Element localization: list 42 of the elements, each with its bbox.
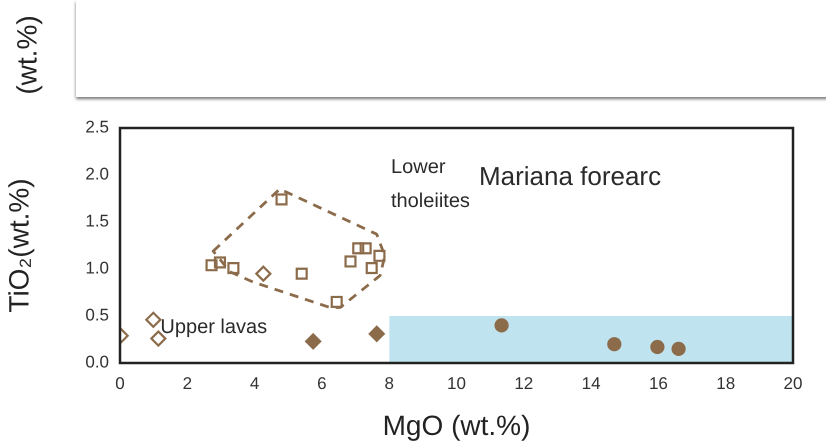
x-tick-label: 8 [384,374,394,393]
x-tick-label: 10 [447,374,466,393]
annotation: Lower tholeiites [391,156,470,212]
y-tick-label: 2.5 [85,118,109,137]
point [275,193,288,206]
point [494,318,509,332]
x-tick-label: 14 [582,374,601,393]
point [145,312,162,328]
point [360,242,372,254]
point [650,340,664,354]
y-axis-title: TiO₂(wt.%) [4,178,35,313]
x-axis-title: MgO (wt.%) [382,410,530,441]
point [671,342,686,356]
point [373,250,386,262]
point [366,262,378,274]
annotation: Upper lavas [160,316,268,338]
point [255,266,272,282]
x-tick-label: 0 [115,374,125,393]
point [344,255,357,268]
y-tick-label: 1.5 [85,212,109,231]
annotation: Mariana forearc [479,161,662,192]
point [227,262,240,274]
point [214,256,226,268]
x-tick-label: 2 [182,374,192,393]
point [305,333,322,350]
x-tick-label: 20 [784,374,802,393]
point [607,337,622,352]
y-tick-label: 0.5 [85,306,109,325]
text: (wt.%) [12,15,44,95]
point [352,242,364,254]
x-tick-label: 12 [514,374,534,393]
x-tick-label: 4 [250,374,260,393]
y-tick-label: 2.0 [85,164,109,184]
x-tick-label: 18 [716,374,736,393]
y-tick-label: 1.0 [85,258,109,278]
point [296,268,308,280]
point [330,296,343,308]
point [205,259,218,272]
x-tick-label: 16 [648,374,668,393]
y-tick-label: 0.0 [85,352,109,372]
point [368,326,385,342]
x-tick-label: 6 [317,374,327,393]
